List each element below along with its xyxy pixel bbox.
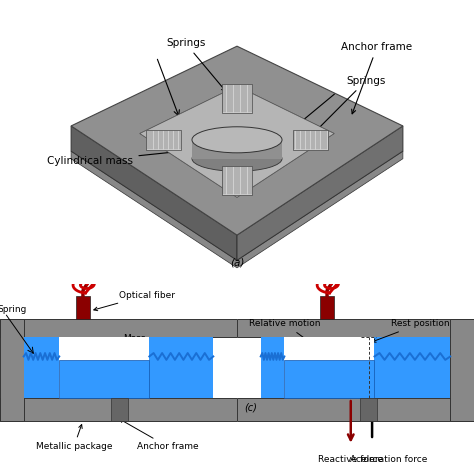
Bar [0,319,237,337]
Bar [284,337,374,398]
Text: Metallic package: Metallic package [36,425,112,451]
Bar [24,337,213,398]
Ellipse shape [192,146,282,171]
Polygon shape [293,130,328,150]
Text: Springs: Springs [166,38,226,91]
Text: Springs: Springs [313,76,385,134]
Text: Reactive force: Reactive force [318,455,383,464]
Polygon shape [237,126,403,260]
Bar [284,360,374,398]
Text: Rest position: Rest position [372,319,450,342]
FancyBboxPatch shape [192,140,282,159]
Bar [261,337,450,398]
Bar [450,319,474,421]
Bar [360,398,377,421]
Ellipse shape [192,127,282,153]
Bar [0,398,237,421]
Polygon shape [71,46,403,235]
Text: Optical fiber: Optical fiber [94,291,174,310]
Text: Anchor frame: Anchor frame [119,419,199,451]
Polygon shape [71,126,237,260]
Bar [111,398,128,421]
Text: Anchor frame: Anchor frame [341,42,412,114]
Text: Aceleration force: Aceleration force [350,455,428,464]
Polygon shape [140,86,334,197]
Bar [0,319,24,421]
Bar [59,337,149,398]
Text: Cylindrical mass: Cylindrical mass [47,146,219,166]
Text: (c): (c) [244,402,257,413]
Polygon shape [222,84,252,113]
FancyBboxPatch shape [320,296,334,319]
Text: Relative motion: Relative motion [249,319,328,356]
Bar [237,398,474,421]
Text: Mass: Mass [105,334,146,371]
Polygon shape [146,130,182,150]
Polygon shape [71,151,403,268]
Text: Spring: Spring [0,305,27,313]
Text: (a): (a) [230,257,244,267]
Bar [59,360,149,398]
Bar [237,319,474,337]
Polygon shape [222,166,252,195]
FancyBboxPatch shape [76,296,90,319]
Polygon shape [140,86,334,197]
